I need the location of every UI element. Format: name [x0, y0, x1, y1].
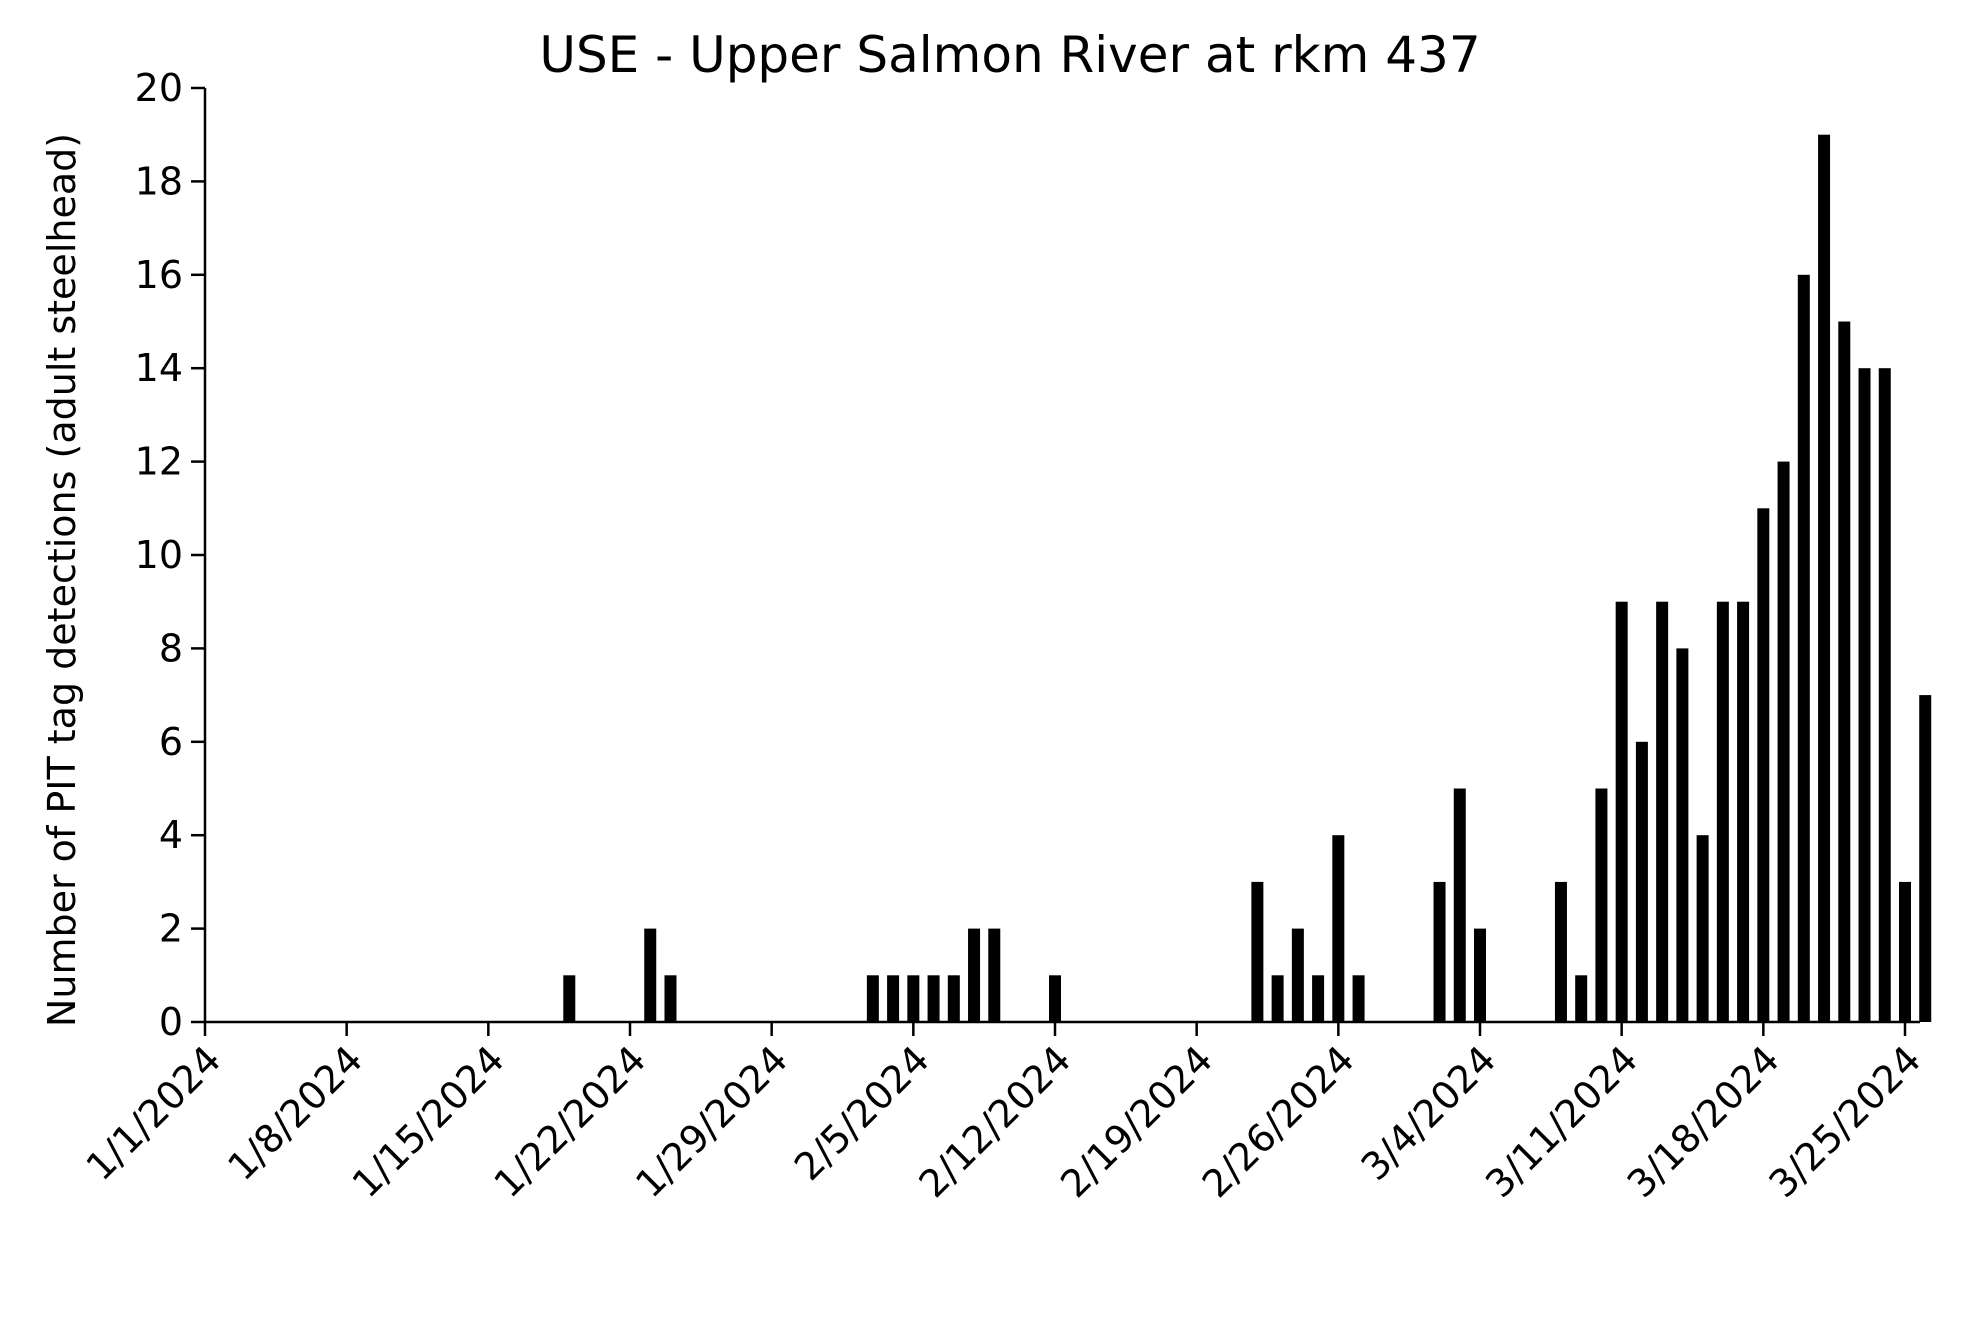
x-tick-label: 1/22/2024: [485, 1037, 654, 1206]
y-tick-label: 2: [159, 907, 183, 951]
y-tick-label: 10: [135, 533, 183, 577]
x-tick-label: 2/12/2024: [910, 1037, 1079, 1206]
bar: [1615, 601, 1628, 1022]
x-tick-label: 3/25/2024: [1760, 1037, 1929, 1206]
chart-title: USE - Upper Salmon River at rkm 437: [539, 26, 1480, 84]
bar: [1797, 274, 1810, 1022]
y-tick-label: 14: [135, 346, 183, 390]
bar: [1433, 881, 1446, 1022]
bar: [1554, 881, 1567, 1022]
x-tick-label: 3/4/2024: [1353, 1037, 1505, 1189]
bar: [1919, 695, 1932, 1022]
bar: [988, 928, 1001, 1022]
bar: [947, 975, 960, 1022]
bar: [1838, 321, 1851, 1022]
x-tick-label: 3/11/2024: [1477, 1037, 1646, 1206]
y-axis-ticks: 0 2 4 6 8 10 12 14 16 18 20: [135, 66, 205, 1044]
x-tick-label: 1/29/2024: [627, 1037, 796, 1206]
bar: [1352, 975, 1365, 1022]
bar: [1818, 134, 1831, 1022]
bar: [968, 928, 981, 1022]
bar: [1332, 835, 1345, 1022]
x-tick-label: 1/1/2024: [78, 1037, 230, 1189]
y-tick-label: 4: [159, 813, 183, 857]
bar: [1858, 368, 1871, 1022]
bar: [1696, 835, 1709, 1022]
bar: [1676, 648, 1689, 1022]
bar: [1595, 788, 1608, 1022]
bar: [927, 975, 940, 1022]
x-tick-label: 1/15/2024: [344, 1037, 513, 1206]
bar: [1312, 975, 1325, 1022]
y-tick-label: 16: [135, 253, 183, 297]
bar: [1737, 601, 1750, 1022]
bar: [1049, 975, 1061, 1022]
y-tick-label: 20: [135, 66, 183, 110]
bar: [1474, 928, 1486, 1022]
y-tick-label: 0: [159, 1000, 183, 1044]
bar: [866, 975, 879, 1022]
bar: [563, 975, 576, 1022]
x-tick-label: 2/26/2024: [1194, 1037, 1363, 1206]
bar: [1716, 601, 1729, 1022]
bar: [1899, 881, 1911, 1022]
y-tick-label: 12: [135, 440, 183, 484]
bar: [1251, 881, 1264, 1022]
bar: [664, 975, 677, 1022]
x-tick-label: 1/8/2024: [219, 1037, 371, 1189]
bar: [907, 975, 920, 1022]
y-axis-label: Number of PIT tag detections (adult stee…: [40, 133, 84, 1027]
bar: [1878, 368, 1891, 1022]
bar: [1575, 975, 1588, 1022]
bar: [644, 928, 657, 1022]
bar: [1291, 928, 1304, 1022]
y-tick-label: 8: [159, 626, 183, 670]
x-tick-label: 2/19/2024: [1052, 1037, 1221, 1206]
x-tick-label: 2/5/2024: [786, 1037, 938, 1189]
bar: [1635, 741, 1648, 1022]
bar-series: [563, 134, 1932, 1023]
x-tick-label: 3/18/2024: [1619, 1037, 1788, 1206]
bar: [1656, 601, 1669, 1022]
bar: [1453, 788, 1466, 1022]
bar: [1271, 975, 1284, 1022]
bar: [1757, 508, 1770, 1022]
bar: [1777, 461, 1790, 1023]
x-axis-ticks: 1/1/20241/8/20241/15/20241/22/20241/29/2…: [78, 1022, 1929, 1206]
y-tick-label: 6: [159, 720, 183, 764]
bar: [887, 975, 900, 1022]
y-tick-label: 18: [135, 159, 183, 203]
